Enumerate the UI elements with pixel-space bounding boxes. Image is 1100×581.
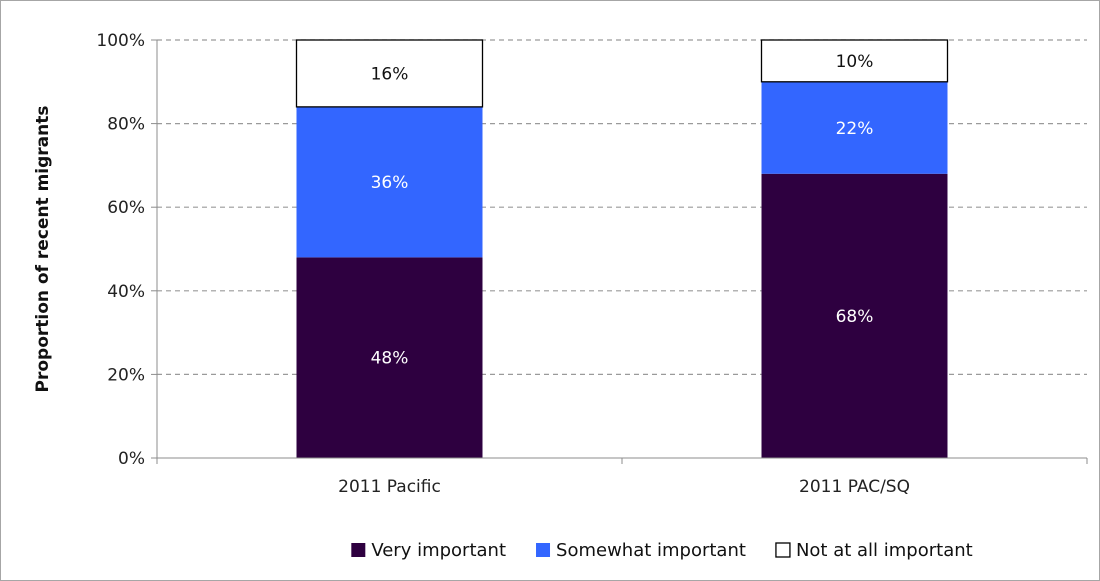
y-tick-label: 20% [107,365,145,385]
data-label: 36% [371,173,409,193]
y-tick-label: 0% [118,449,145,469]
bar-segment [296,106,483,258]
legend-swatch [775,542,791,558]
y-axis-label: Proportion of recent migrants [33,106,53,393]
legend-item: Very important [351,540,506,561]
legend-label: Not at all important [796,540,973,561]
legend-swatch [351,543,366,557]
y-tick-label: 80% [107,115,145,135]
legend-label: Somewhat important [556,540,746,561]
y-tick-label: 40% [107,282,145,302]
data-label: 48% [371,349,409,369]
category-label: 2011 PAC/SQ [799,477,910,497]
bar-segment [296,257,483,458]
bar-segment [761,81,948,174]
bar-segment [761,173,948,458]
axes: 0% 20% 40% 60% 80% 100% 2011 Pacific 2011 PAC/S… [96,31,1088,497]
legend-swatch [536,543,551,557]
bars: 48% 36% 16% 68% 22% 10% [295,39,949,458]
bar-segment [760,39,949,83]
data-label: 68% [836,307,874,327]
legend-label: Very important [371,540,506,561]
legend-item: Not at all important [775,540,973,561]
legend: Very important Somewhat important Not at a… [351,540,973,561]
legend-item: Somewhat important [536,540,746,561]
y-tick-label: 60% [107,198,145,218]
category-label: 2011 Pacific [338,477,441,497]
data-label: 16% [371,64,409,84]
y-tick-label: 100% [96,31,145,51]
data-label: 10% [836,52,874,72]
bar-segment [295,39,484,108]
data-label: 22% [836,119,874,139]
